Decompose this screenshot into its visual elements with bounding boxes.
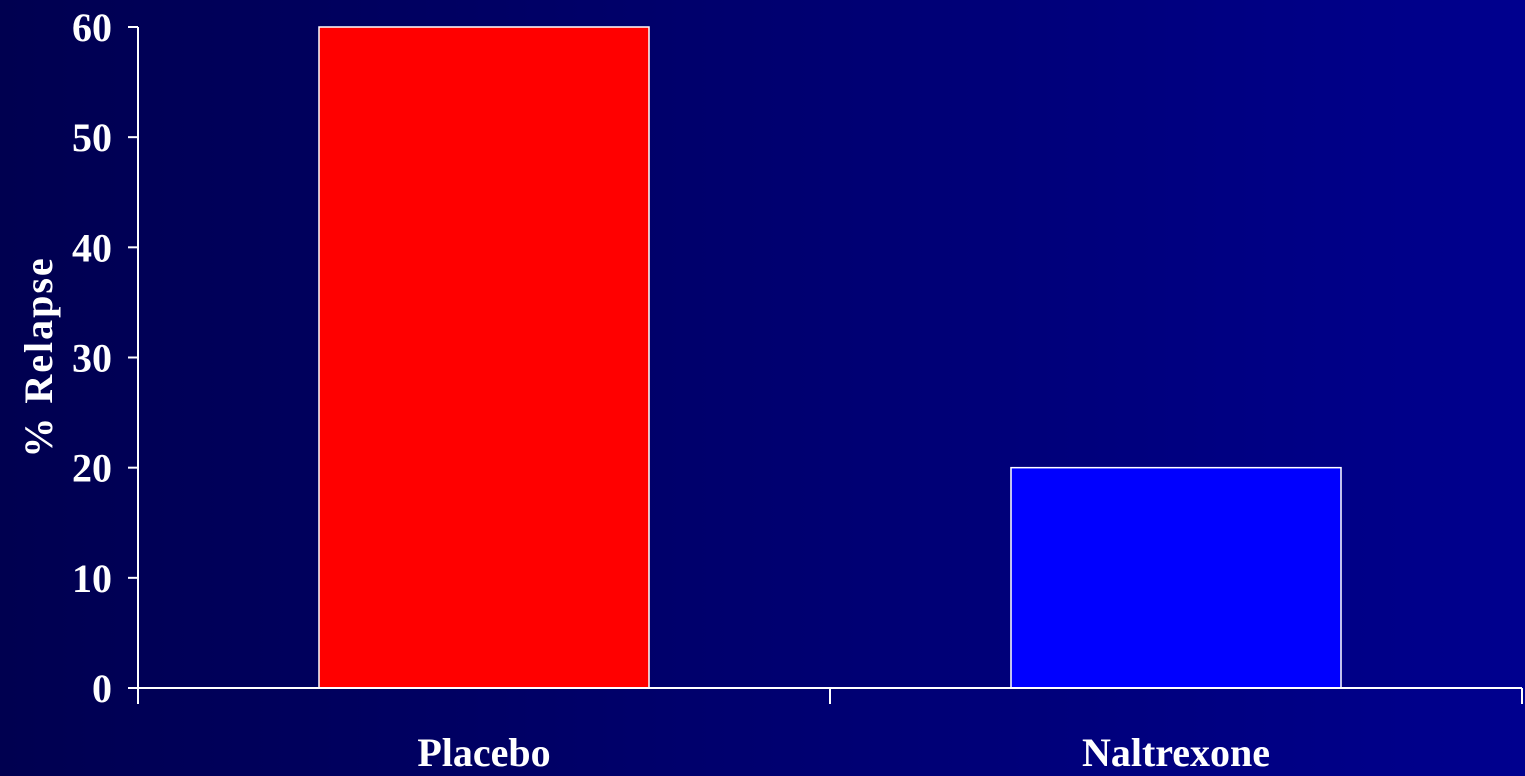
x-category-label: Naltrexone <box>1082 730 1270 775</box>
y-tick-label: 40 <box>72 225 112 270</box>
y-tick-label: 50 <box>72 115 112 160</box>
y-tick-label: 30 <box>72 336 112 381</box>
y-tick-label: 10 <box>72 556 112 601</box>
y-axis-ticks: 0 10 20 30 40 50 60 <box>72 5 138 711</box>
y-axis-title: % Relapse <box>16 256 61 457</box>
y-tick-label: 0 <box>92 666 112 711</box>
y-tick-label: 20 <box>72 446 112 491</box>
bars <box>318 26 1342 689</box>
x-axis-ticks: Placebo Naltrexone <box>137 688 1523 775</box>
bar-naltrexone <box>1010 466 1342 689</box>
x-category-label: Placebo <box>417 730 550 775</box>
bar-placebo <box>318 26 650 689</box>
y-tick-label: 60 <box>72 5 112 50</box>
